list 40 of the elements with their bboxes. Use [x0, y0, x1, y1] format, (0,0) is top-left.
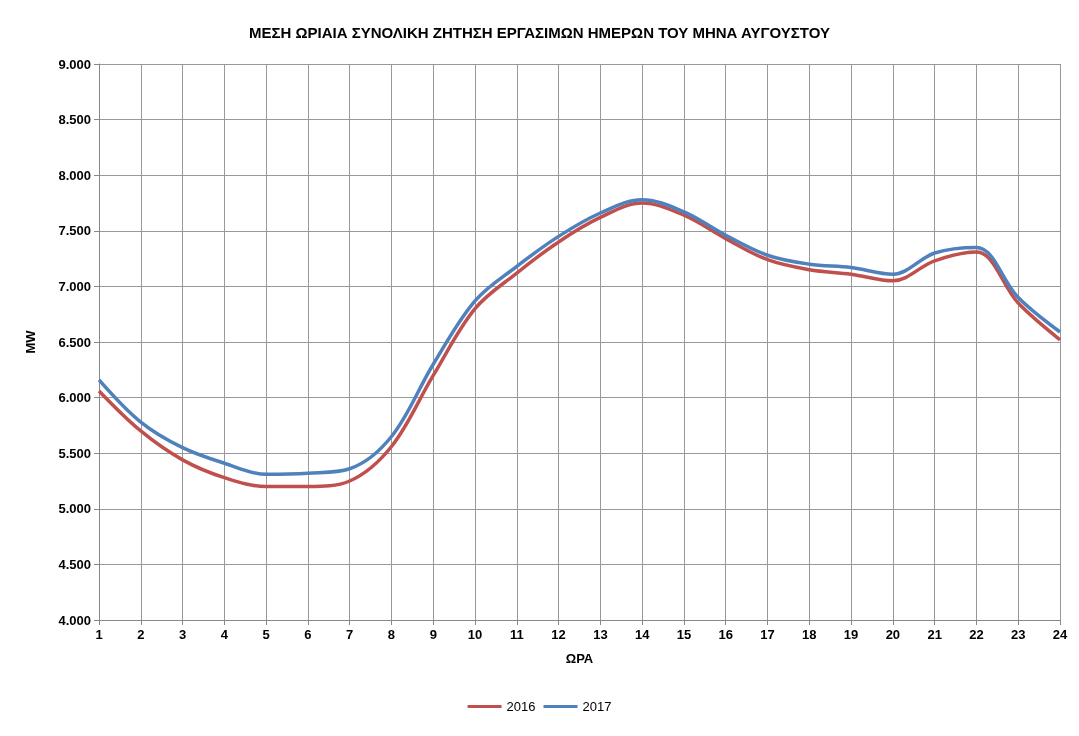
x-tick-label: 9 — [429, 627, 437, 642]
x-tick-label: 14 — [634, 627, 651, 642]
y-tick-label: 8.500 — [58, 112, 91, 128]
y-axis-title: MW — [23, 329, 38, 354]
x-tick-label: 11 — [509, 627, 524, 642]
x-tick-label: 8 — [387, 627, 396, 642]
x-tick-label: 13 — [593, 627, 608, 642]
x-tick-label: 22 — [969, 627, 984, 642]
x-tick-label: 17 — [760, 627, 775, 642]
y-tick-label: 9.000 — [58, 56, 91, 72]
y-tick-label: 5.500 — [58, 445, 91, 461]
x-tick-label: 10 — [467, 627, 483, 642]
y-tick-label: 4.500 — [58, 556, 91, 572]
y-tick-label: 8.000 — [58, 167, 91, 183]
x-tick-label: 12 — [551, 627, 566, 642]
chart-title: ΜΕΣΗ ΩΡΙΑΙΑ ΣΥΝΟΛΙΚΗ ΖΗΤΗΣΗ ΕΡΓΑΣΙΜΩΝ ΗΜΕΡΩΝ ΤΟΥ ΜΗΝΑ ΑΥΓΟΥΣΤΟΥ — [249, 24, 830, 41]
y-tick-label: 7.500 — [58, 223, 91, 239]
x-tick-label: 7 — [346, 627, 354, 642]
x-tick-label: 6 — [304, 627, 312, 642]
x-tick-label: 4 — [220, 627, 229, 642]
x-tick-label: 21 — [927, 627, 942, 642]
x-tick-label: 23 — [1010, 627, 1026, 642]
x-tick-label: 3 — [178, 627, 187, 642]
x-tick-label: 24 — [1052, 627, 1068, 642]
y-tick-label: 7.000 — [58, 278, 91, 294]
x-tick-label: 5 — [262, 627, 270, 642]
x-tick-label: 19 — [843, 627, 859, 642]
legend-label: 2017 — [582, 699, 612, 714]
x-tick-label: 18 — [802, 627, 817, 642]
y-tick-label: 6.000 — [58, 390, 91, 406]
y-tick-label: 5.000 — [58, 501, 91, 517]
legend-label: 2016 — [506, 699, 536, 714]
y-tick-label: 4.000 — [58, 612, 91, 628]
x-tick-label: 2 — [137, 627, 145, 642]
y-tick-label: 6.500 — [58, 334, 91, 350]
x-tick-label: 20 — [885, 627, 901, 642]
x-axis-title: ΩΡΑ — [565, 651, 594, 666]
x-tick-label: 1 — [95, 627, 103, 642]
x-tick-label: 16 — [718, 627, 733, 642]
x-tick-label: 15 — [676, 627, 692, 642]
